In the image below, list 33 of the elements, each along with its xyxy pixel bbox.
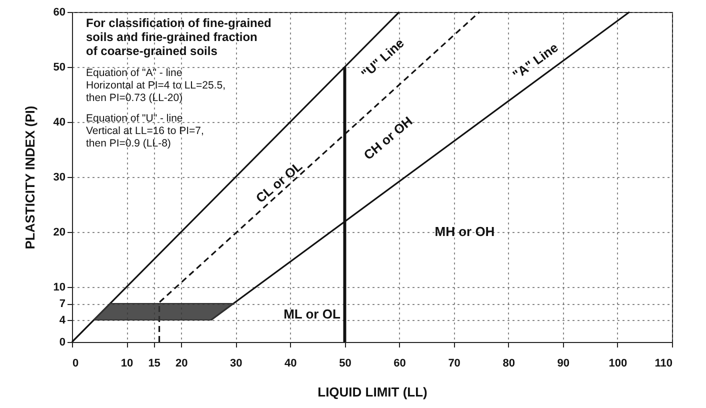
x-tick-label: 15 (148, 358, 160, 370)
annotation: MH or OH (434, 224, 495, 239)
x-tick-label: 30 (230, 358, 242, 370)
y-tick-label: 40 (53, 116, 66, 128)
annotation: "A" Line (510, 40, 561, 82)
y-tick-label: 10 (53, 282, 66, 294)
annotation: "U" Line (358, 35, 407, 82)
x-tick-label: 70 (448, 358, 460, 370)
x-tick-label: 40 (284, 358, 297, 370)
annotation: CL or OL (252, 158, 306, 206)
x-tick-label: 10 (120, 358, 134, 370)
y-tick-label: 7 (59, 298, 66, 310)
x-tick-label: 20 (175, 358, 188, 370)
x-tick-label: 80 (502, 358, 515, 370)
annotation: For classification of fine-grained soils and fine-grained fraction of coarse-grained soils (86, 16, 272, 58)
annotation: Equation of "A" - line Horizontal at PI=4 to LL=25.5, then PI=0.73 (LL-20) (86, 67, 226, 104)
x-axis-title: LIQUID LIMIT (LL) (318, 384, 428, 400)
x-tick-label: 60 (394, 358, 406, 370)
x-tick-label: 0 (72, 358, 79, 370)
y-tick-label: 4 (59, 314, 66, 326)
y-tick-label: 20 (53, 226, 66, 238)
x-tick-label: 90 (557, 358, 570, 370)
annotation: Equation of "U" - line Vertical at LL=16 to PI=7, then PI=0.9 (LL-8) (86, 112, 204, 150)
annotation: ML or OL (284, 306, 340, 322)
y-tick-label: 50 (53, 62, 66, 74)
annotation: CH or OH (360, 114, 416, 163)
x-tick-label: 50 (339, 358, 352, 370)
y-axis-title: PLASTICITY INDEX (PI) (22, 106, 38, 250)
x-tick-label: 100 (608, 358, 628, 370)
y-tick-label: 30 (53, 172, 66, 184)
y-tick-label: 60 (53, 6, 66, 18)
y-tick-label: 0 (59, 336, 66, 348)
x-tick-label: 110 (654, 358, 672, 370)
